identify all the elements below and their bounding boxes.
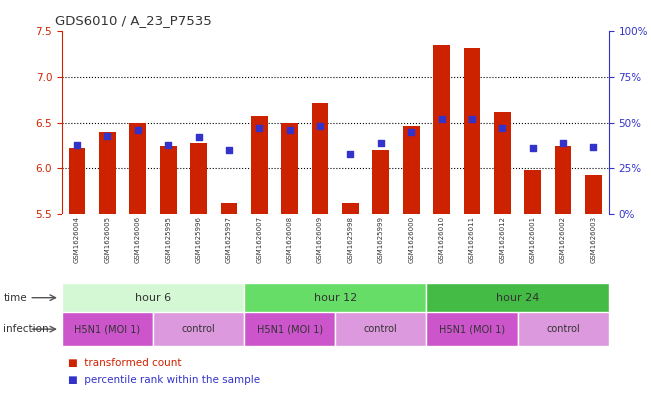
- Text: hour 6: hour 6: [135, 293, 171, 303]
- Bar: [244, 283, 426, 312]
- Text: control: control: [364, 324, 398, 334]
- Point: [102, 132, 113, 139]
- Point: [163, 141, 173, 148]
- Point: [376, 140, 386, 146]
- Text: GDS6010 / A_23_P7535: GDS6010 / A_23_P7535: [55, 15, 212, 28]
- Text: infection: infection: [3, 324, 49, 334]
- Point: [345, 151, 355, 157]
- Text: GSM1626007: GSM1626007: [256, 216, 262, 263]
- Bar: [342, 203, 359, 214]
- Point: [315, 123, 326, 130]
- Text: GSM1625996: GSM1625996: [195, 216, 202, 263]
- Point: [284, 127, 295, 133]
- Bar: [312, 103, 329, 214]
- Text: GSM1626002: GSM1626002: [560, 216, 566, 263]
- Text: GSM1626004: GSM1626004: [74, 216, 80, 263]
- Text: GSM1626012: GSM1626012: [499, 216, 505, 263]
- Point: [193, 134, 204, 141]
- Text: H5N1 (MOI 1): H5N1 (MOI 1): [439, 324, 505, 334]
- Bar: [372, 150, 389, 214]
- Text: control: control: [546, 324, 580, 334]
- Bar: [190, 143, 207, 214]
- Text: H5N1 (MOI 1): H5N1 (MOI 1): [256, 324, 323, 334]
- Bar: [426, 312, 518, 346]
- Bar: [62, 283, 244, 312]
- Bar: [525, 170, 541, 214]
- Text: GSM1626003: GSM1626003: [590, 216, 596, 263]
- Text: GSM1626010: GSM1626010: [439, 216, 445, 263]
- Text: GSM1626001: GSM1626001: [530, 216, 536, 263]
- Text: GSM1626011: GSM1626011: [469, 216, 475, 263]
- Bar: [335, 312, 426, 346]
- Text: hour 24: hour 24: [496, 293, 539, 303]
- Bar: [130, 123, 146, 214]
- Text: GSM1625999: GSM1625999: [378, 216, 384, 263]
- Text: GSM1626008: GSM1626008: [286, 216, 293, 263]
- Text: GSM1625995: GSM1625995: [165, 216, 171, 263]
- Point: [72, 141, 82, 148]
- Point: [436, 116, 447, 122]
- Bar: [99, 132, 116, 214]
- Bar: [518, 312, 609, 346]
- Bar: [221, 203, 237, 214]
- Text: control: control: [182, 324, 215, 334]
- Point: [558, 140, 568, 146]
- Bar: [153, 312, 244, 346]
- Point: [527, 145, 538, 152]
- Bar: [251, 116, 268, 214]
- Bar: [244, 312, 335, 346]
- Bar: [69, 149, 85, 214]
- Bar: [464, 48, 480, 214]
- Point: [406, 129, 417, 135]
- Bar: [494, 112, 510, 214]
- Point: [133, 127, 143, 133]
- Text: GSM1626000: GSM1626000: [408, 216, 414, 263]
- Bar: [426, 283, 609, 312]
- Point: [497, 125, 508, 131]
- Text: time: time: [3, 293, 27, 303]
- Text: ■  percentile rank within the sample: ■ percentile rank within the sample: [68, 375, 260, 385]
- Text: hour 12: hour 12: [314, 293, 357, 303]
- Bar: [403, 125, 419, 214]
- Text: GSM1625998: GSM1625998: [348, 216, 353, 263]
- Bar: [281, 123, 298, 214]
- Bar: [555, 146, 572, 214]
- Text: ■  transformed count: ■ transformed count: [68, 358, 182, 368]
- Point: [467, 116, 477, 122]
- Text: H5N1 (MOI 1): H5N1 (MOI 1): [74, 324, 141, 334]
- Point: [224, 147, 234, 153]
- Bar: [62, 312, 153, 346]
- Point: [589, 143, 599, 150]
- Text: GSM1626009: GSM1626009: [317, 216, 323, 263]
- Point: [254, 125, 264, 131]
- Text: GSM1626005: GSM1626005: [104, 216, 111, 263]
- Bar: [585, 175, 602, 214]
- Bar: [159, 146, 176, 214]
- Text: GSM1625997: GSM1625997: [226, 216, 232, 263]
- Bar: [434, 45, 450, 214]
- Text: GSM1626006: GSM1626006: [135, 216, 141, 263]
